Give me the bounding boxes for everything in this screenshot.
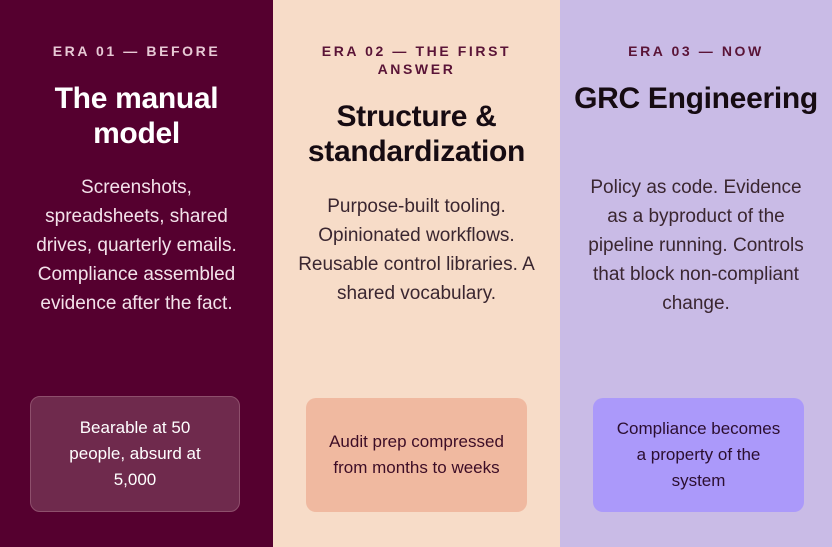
era-title: GRC Engineering: [574, 82, 818, 115]
era-eyebrow: ERA 01 — BEFORE: [52, 43, 221, 59]
era-column-2: ERA 02 — THE FIRST ANSWER Structure & st…: [273, 0, 560, 547]
era-callout: Compliance becomes a property of the sys…: [593, 398, 804, 512]
era-description: Screenshots, spreadsheets, shared drives…: [36, 177, 237, 314]
era-callout: Audit prep compressed from months to wee…: [306, 398, 527, 512]
era-eyebrow: ERA 02 — THE FIRST ANSWER: [321, 43, 512, 77]
era-title: The manual model: [54, 82, 219, 150]
era-eyebrow: ERA 03 — NOW: [628, 43, 764, 59]
era-column-3: ERA 03 — NOW GRC Engineering Policy as c…: [560, 0, 832, 547]
era-description: Policy as code. Evidence as a byproduct …: [588, 177, 804, 314]
era-description: Purpose-built tooling. Opinionated workf…: [298, 196, 535, 304]
era-column-1: ERA 01 — BEFORE The manual model Screens…: [0, 0, 273, 547]
era-title: Structure & standardization: [307, 100, 526, 168]
era-callout: Bearable at 50 people, absurd at 5,000: [30, 396, 240, 512]
